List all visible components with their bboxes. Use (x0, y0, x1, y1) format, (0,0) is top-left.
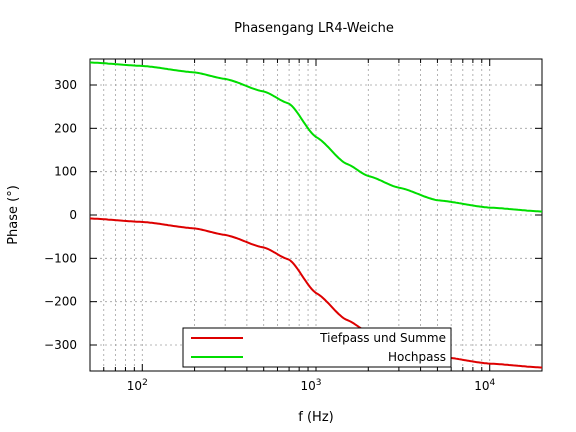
y-tick-label: 300 (54, 78, 77, 92)
series-line-hochpass (90, 61, 542, 213)
x-tick-label: 104 (474, 378, 495, 393)
x-axis-ticks: 102 103 104 (89, 59, 543, 393)
y-tick-label: −300 (44, 338, 77, 352)
y-axis-ticks: −300 −200 −100 0 100 200 300 (44, 78, 542, 352)
y-tick-label: 200 (54, 121, 77, 135)
x-tick-exponent: 4 (489, 378, 495, 388)
y-tick-label: 0 (69, 208, 77, 222)
legend-box (182, 327, 452, 368)
legend-label-tiefpass: Tiefpass und Summe (319, 331, 446, 345)
grid-lines (90, 59, 542, 371)
series-lines (90, 61, 542, 369)
x-axis-label: f (Hz) (298, 410, 333, 425)
y-tick-label: 100 (54, 165, 77, 179)
chart-title: Phasengang LR4-Weiche (234, 21, 394, 36)
series-line-tiefpass (90, 217, 542, 369)
x-tick-exponent: 3 (316, 378, 322, 388)
legend-label-hochpass: Hochpass (388, 350, 446, 364)
x-tick-exponent: 2 (142, 378, 148, 388)
legend: Tiefpass und Summe Hochpass (182, 327, 452, 368)
y-tick-label: −100 (44, 251, 77, 265)
y-tick-label: −200 (44, 295, 77, 309)
x-tick-label: 103 (300, 378, 321, 393)
y-axis-label: Phase (°) (6, 185, 21, 245)
x-tick-label: 102 (127, 378, 148, 393)
